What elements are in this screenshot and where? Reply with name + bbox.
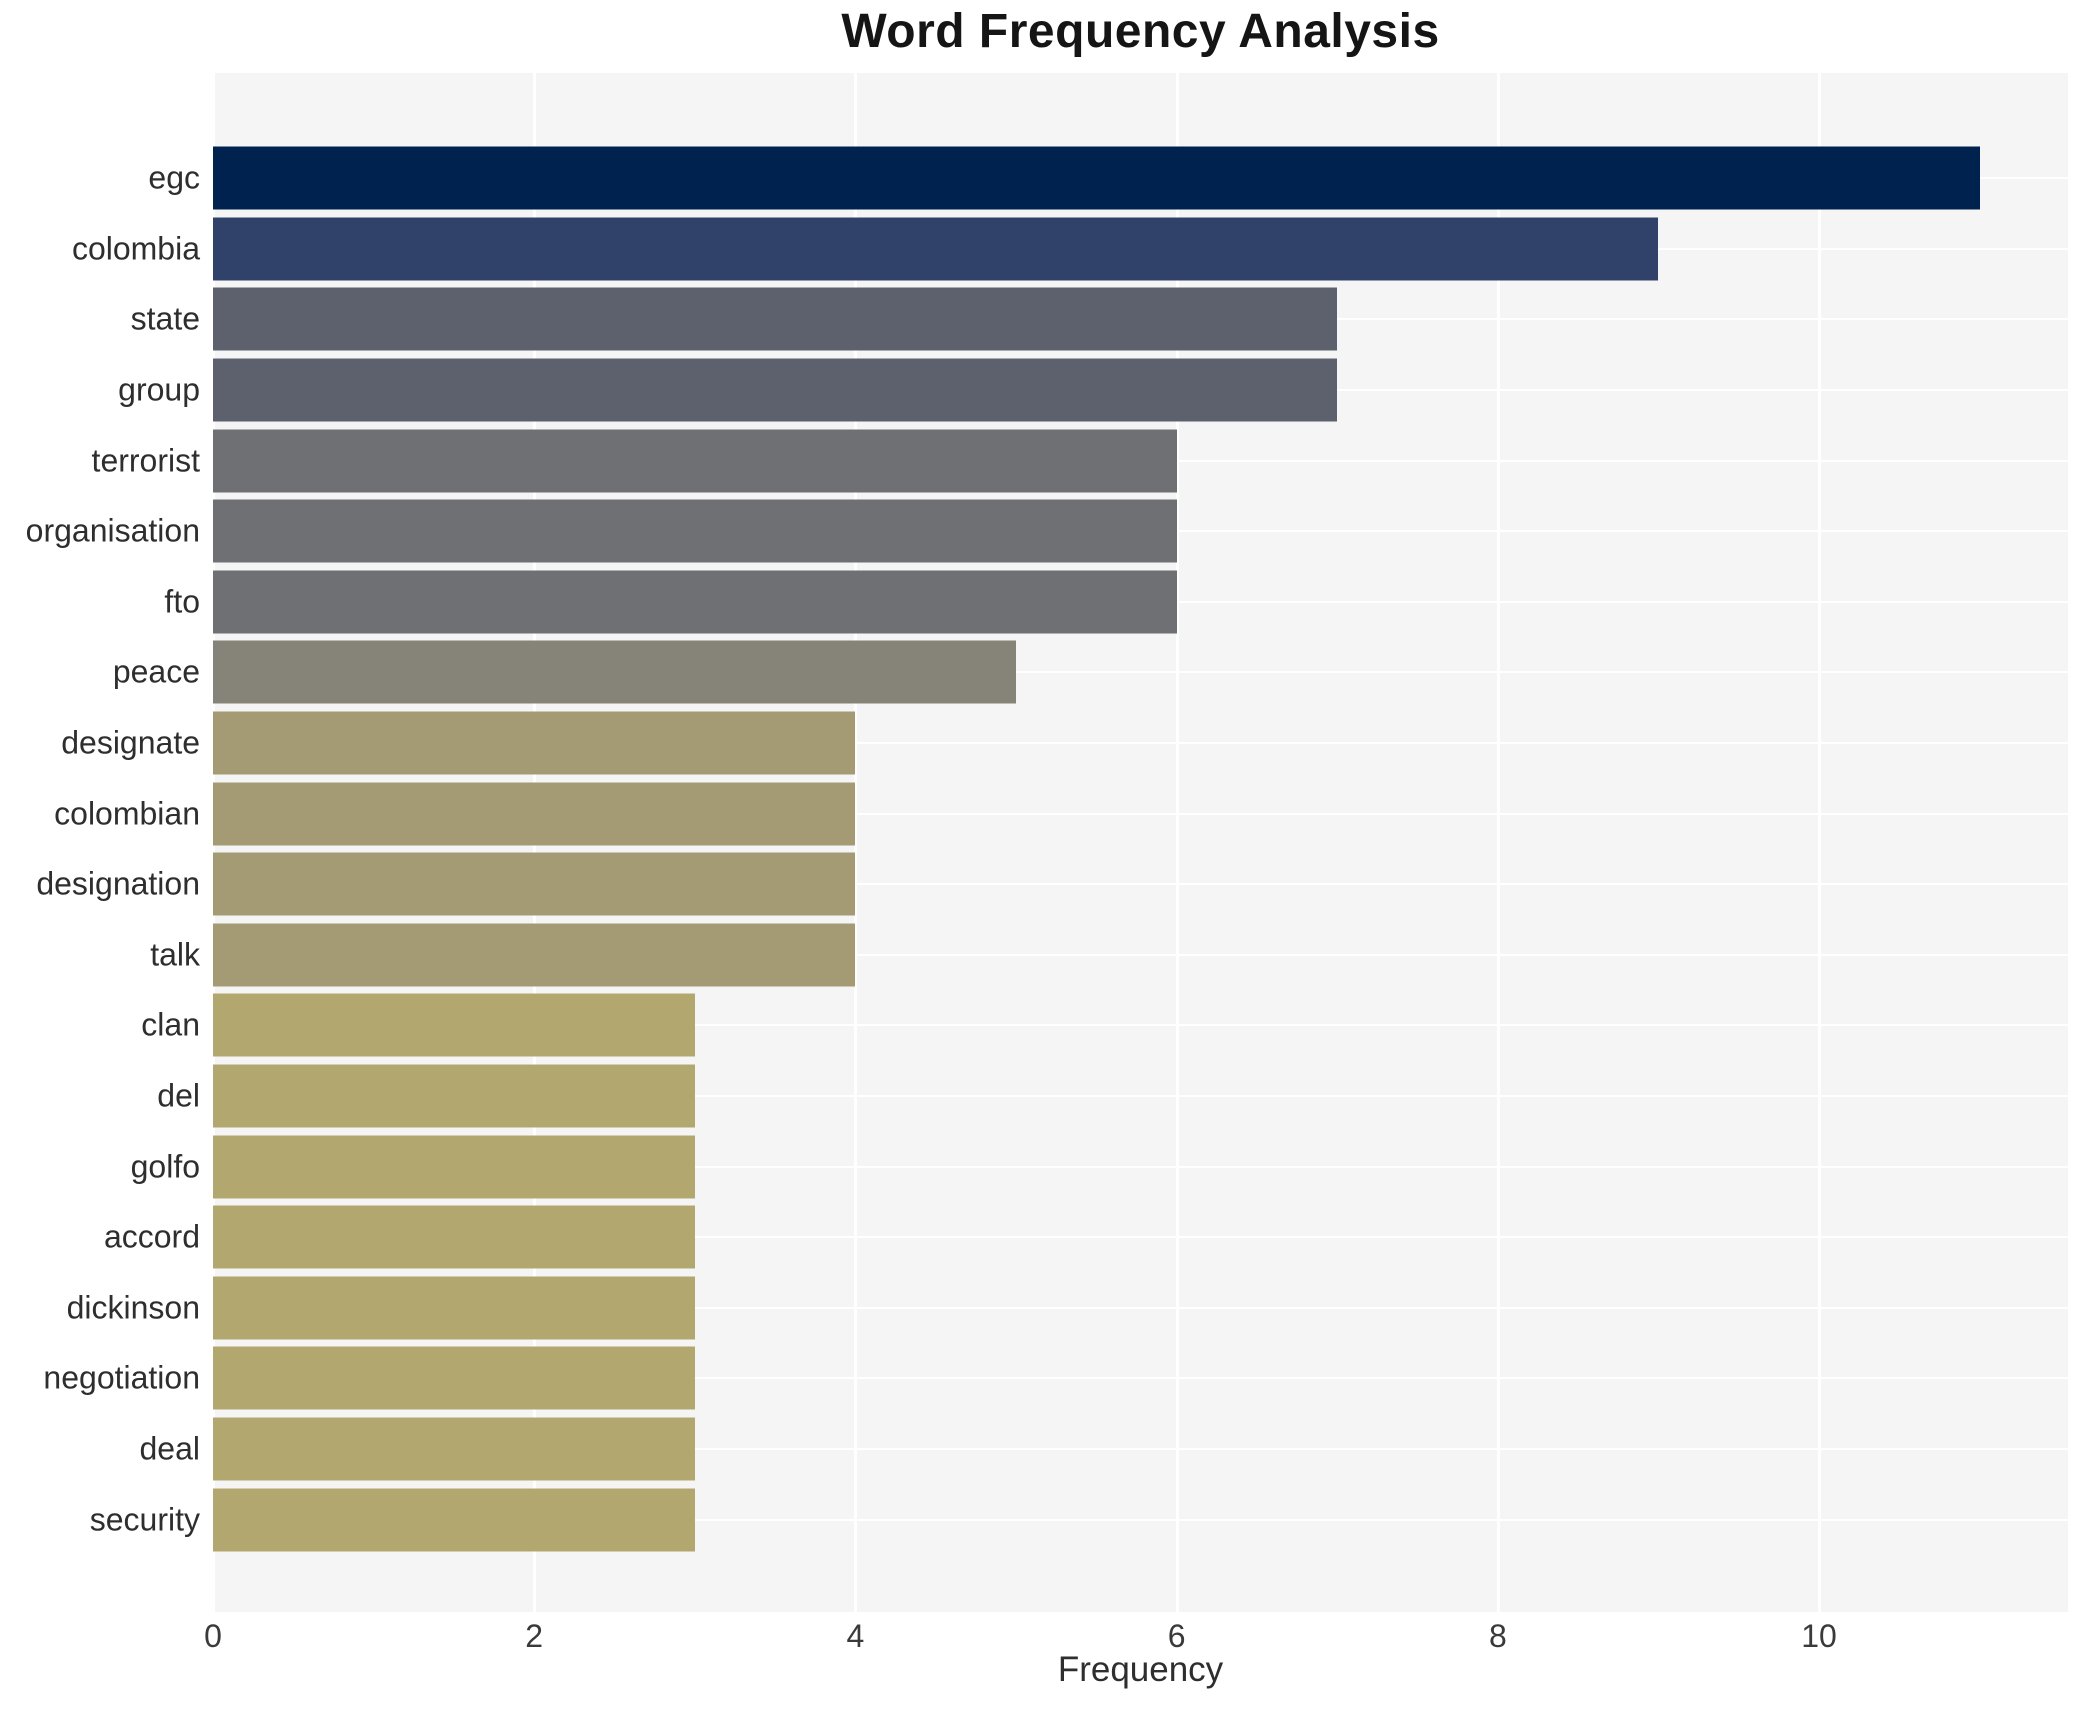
gridline-y bbox=[213, 1095, 2068, 1098]
bar-golfo bbox=[213, 1135, 695, 1199]
bar-colombian bbox=[213, 782, 856, 846]
y-tick-label-egc: egc bbox=[148, 159, 200, 196]
y-tick-label-golfo: golfo bbox=[130, 1148, 200, 1185]
bar-clan bbox=[213, 993, 695, 1057]
y-tick-label-state: state bbox=[130, 300, 200, 337]
y-tick-label-clan: clan bbox=[141, 1006, 200, 1043]
bar-talk bbox=[213, 923, 856, 987]
bar-peace bbox=[213, 640, 1017, 704]
y-tick-label-colombia: colombia bbox=[71, 230, 200, 267]
gridline-y bbox=[213, 1518, 2068, 1521]
y-tick-label-colombian: colombian bbox=[54, 795, 200, 832]
y-tick-label-accord: accord bbox=[103, 1218, 200, 1255]
gridline-y bbox=[213, 1236, 2068, 1239]
bar-row-peace: peace bbox=[113, 637, 2068, 708]
y-tick-label-negotiation: negotiation bbox=[43, 1359, 200, 1396]
bar-row-fto: fto bbox=[164, 567, 2068, 638]
gridline-y bbox=[213, 1024, 2068, 1027]
gridline-x-10 bbox=[1818, 73, 1822, 1612]
gridline-y bbox=[213, 953, 2068, 956]
bar-row-negotiation: negotiation bbox=[43, 1343, 2068, 1414]
gridline-y bbox=[213, 671, 2068, 674]
x-tick-label-0: 0 bbox=[204, 1618, 222, 1654]
y-tick-label-del: del bbox=[157, 1077, 200, 1114]
bar-row-colombian: colombian bbox=[54, 778, 2068, 849]
bar-fto bbox=[213, 570, 1177, 634]
y-tick-label-peace: peace bbox=[112, 653, 200, 690]
bar-row-security: security bbox=[90, 1484, 2068, 1555]
bar-row-designation: designation bbox=[36, 849, 2068, 920]
gridline-y bbox=[213, 1447, 2068, 1450]
x-tick-label-8: 8 bbox=[1488, 1618, 1507, 1654]
plot-area: egc colombia state group terrorist organisati… bbox=[26, 73, 2068, 1612]
y-tick-label-deal: deal bbox=[139, 1430, 201, 1467]
bar-accord bbox=[213, 1205, 695, 1269]
y-tick-label-designation: designation bbox=[36, 865, 200, 902]
bar-designate bbox=[213, 711, 856, 775]
bar-row-designate: designate bbox=[61, 708, 2068, 779]
bar-negotiation bbox=[213, 1346, 695, 1410]
y-tick-label-group: group bbox=[118, 371, 200, 408]
bar-row-colombia: colombia bbox=[72, 214, 2068, 285]
gridline-y bbox=[213, 812, 2068, 815]
bar-row-dickinson: dickinson bbox=[67, 1273, 2068, 1344]
x-axis-label: Frequency bbox=[1057, 1650, 1224, 1689]
bar-security bbox=[213, 1488, 695, 1552]
bar-row-clan: clan bbox=[141, 990, 2068, 1061]
x-tick-label-6: 6 bbox=[1167, 1618, 1186, 1654]
gridline-x-4 bbox=[854, 73, 858, 1612]
x-tick-label-4: 4 bbox=[846, 1618, 865, 1654]
bar-row-organisation: organisation bbox=[26, 496, 2068, 567]
y-tick-label-dickinson: dickinson bbox=[66, 1289, 200, 1326]
bar-organisation bbox=[213, 499, 1177, 563]
bar-row-group: group bbox=[118, 355, 2068, 426]
bar-row-terrorist: terrorist bbox=[92, 425, 2068, 496]
bar-row-deal: deal bbox=[140, 1414, 2068, 1485]
bar-egc bbox=[213, 146, 1980, 210]
bar-row-state: state bbox=[131, 284, 2068, 355]
x-tick-label-10: 10 bbox=[1801, 1618, 1837, 1654]
chart-title: Word Frequency Analysis bbox=[841, 5, 1440, 58]
y-tick-label-fto: fto bbox=[164, 583, 200, 620]
bar-terrorist bbox=[213, 429, 1177, 493]
bar-colombia bbox=[213, 217, 1659, 281]
bar-row-del: del bbox=[157, 1061, 2068, 1132]
y-tick-label-security: security bbox=[89, 1501, 200, 1538]
gridline-y bbox=[213, 883, 2068, 886]
bar-rows: egc colombia state group terrorist organisati… bbox=[26, 143, 2068, 1555]
bar-designation bbox=[213, 852, 856, 916]
gridline-y bbox=[213, 1306, 2068, 1309]
y-tick-label-talk: talk bbox=[150, 936, 200, 973]
gridline-y bbox=[213, 1165, 2068, 1168]
bar-row-talk: talk bbox=[150, 920, 2068, 991]
bar-deal bbox=[213, 1417, 695, 1481]
gridline-y bbox=[213, 1377, 2068, 1380]
bar-dickinson bbox=[213, 1276, 695, 1340]
bar-group bbox=[213, 358, 1338, 422]
gridline-y bbox=[213, 742, 2068, 745]
bar-state bbox=[213, 287, 1338, 351]
y-tick-label-designate: designate bbox=[61, 724, 200, 761]
gridline-x-8 bbox=[1496, 73, 1500, 1612]
gridline-x-6 bbox=[1175, 73, 1179, 1612]
bar-row-accord: accord bbox=[104, 1202, 2068, 1273]
x-tick-label-2: 2 bbox=[525, 1618, 544, 1654]
bar-row-golfo: golfo bbox=[131, 1131, 2068, 1202]
y-tick-label-organisation: organisation bbox=[25, 512, 200, 549]
bar-row-egc: egc bbox=[148, 143, 2068, 214]
bar-del bbox=[213, 1064, 695, 1128]
y-tick-label-terrorist: terrorist bbox=[91, 442, 200, 479]
